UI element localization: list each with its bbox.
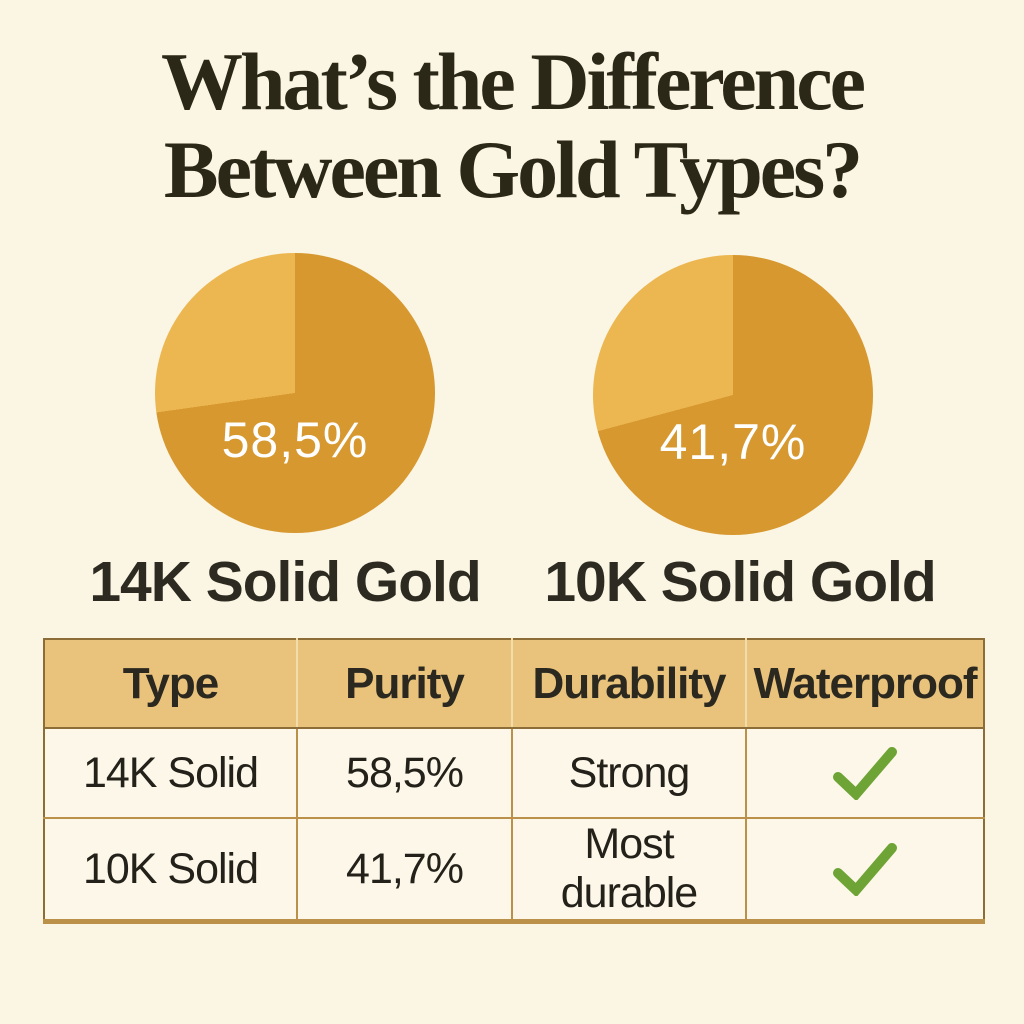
pie-caption-10k: 10K Solid Gold	[544, 550, 936, 614]
pie-chart-14k: 58,5%	[155, 253, 435, 533]
page-title-line2: Between Gold Types?	[163, 124, 863, 215]
table-header-row: Type Purity Durability Waterproof	[44, 639, 984, 729]
page-title: What’s the Difference Between Gold Types…	[0, 38, 1024, 214]
cell-type-14k: 14K Solid	[44, 727, 297, 818]
check-icon	[831, 842, 899, 896]
cell-purity-10k: 41,7%	[296, 817, 512, 922]
table-row: 14K Solid 58,5% Strong	[44, 727, 984, 818]
check-icon	[831, 746, 899, 800]
pie-label-14k: 58,5%	[221, 412, 369, 468]
column-header-durability: Durability	[511, 639, 746, 729]
cell-waterproof-10k	[745, 817, 984, 922]
comparison-table: Type Purity Durability Waterproof 14K So…	[43, 638, 985, 924]
pie-chart-10k-group: 41,7%	[593, 255, 873, 535]
column-header-waterproof: Waterproof	[745, 639, 984, 729]
page-title-line1: What’s the Difference	[160, 36, 866, 127]
cell-durability-10k: Most durable	[511, 817, 746, 922]
column-header-type: Type	[44, 639, 297, 729]
cell-type-10k: 10K Solid	[44, 817, 297, 922]
pie-label-10k: 41,7%	[659, 414, 807, 470]
table-row: 10K Solid 41,7% Most durable	[44, 817, 984, 922]
pie-chart-10k: 41,7%	[593, 255, 873, 535]
cell-purity-14k: 58,5%	[296, 727, 512, 818]
pie-caption-14k: 14K Solid Gold	[89, 550, 481, 614]
cell-durability-14k: Strong	[511, 727, 746, 818]
column-header-purity: Purity	[296, 639, 512, 729]
pie-chart-14k-group: 58,5%	[155, 253, 435, 533]
cell-waterproof-14k	[745, 727, 984, 818]
